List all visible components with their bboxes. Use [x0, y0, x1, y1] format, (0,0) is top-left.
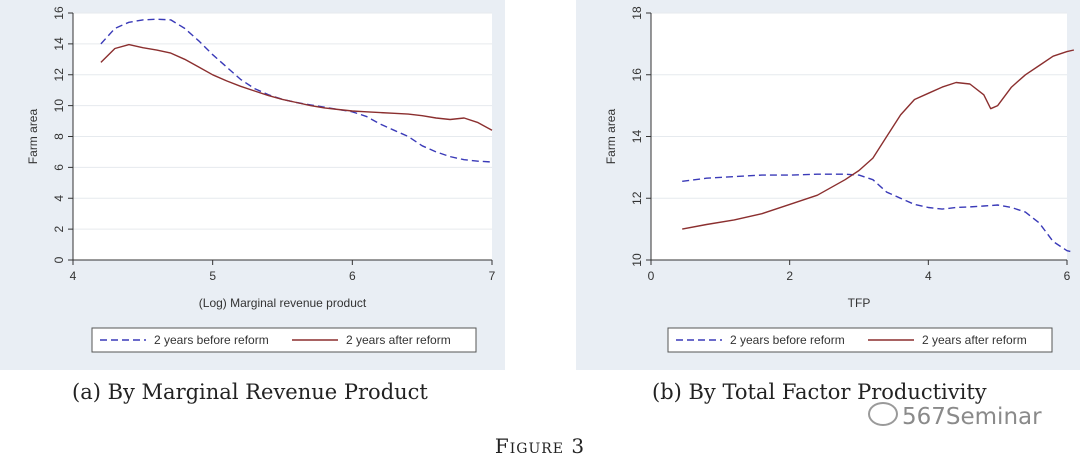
chart-b-ytick-label: 10: [630, 253, 644, 267]
chart-b-legend-label-1: 2 years before reform: [730, 333, 845, 347]
chart-b-ytick-label: 16: [630, 68, 644, 82]
chart-a-ytick-label: 6: [52, 164, 66, 171]
chart-a-xtick-label: 7: [489, 269, 496, 283]
chart-a-ytick-label: 12: [52, 68, 66, 82]
chart-b-xtick-label: 6: [1064, 269, 1071, 283]
chart-b-legend-box: [667, 327, 1053, 353]
chart-b-svg: 10 12 14 16 18 0 2 4 6 TFP Farm area 2 years before…: [604, 6, 1075, 353]
chart-a-ytick-label: 0: [52, 256, 66, 263]
chart-a-ytick-label: 8: [52, 133, 66, 140]
chart-a-ytick-label: 10: [52, 99, 66, 113]
watermark: 567Seminar: [868, 402, 1042, 430]
caption-a: (a) By Marginal Revenue Product: [72, 380, 428, 404]
chart-a-legend-box: [91, 327, 477, 353]
chart-b-ytick-label: 12: [630, 191, 644, 205]
chart-b-xtick-label: 0: [648, 269, 655, 283]
chart-a-ytick-label: 16: [52, 6, 66, 20]
chart-a-series-line-2: [100, 43, 493, 131]
chart-b-legend-label-2: 2 years after reform: [922, 333, 1027, 347]
chart-a-xtick-label: 6: [349, 269, 356, 283]
chart-a-xtick-label: 4: [70, 269, 77, 283]
chart-b-xtick-label: 4: [925, 269, 932, 283]
chart-a-svg: 0 2 4 6 8 10 12 14 16 4 5 6 7 (Log) Marginal revenue …: [26, 6, 496, 353]
chart-a-legend-label-2: 2 years after reform: [346, 333, 451, 347]
chart-a-legend-label-1: 2 years before reform: [154, 333, 269, 347]
chart-a-ytick-label: 4: [52, 195, 66, 202]
chart-panel-b: 10 12 14 16 18 0 2 4 6 TFP Farm area 2 years before…: [576, 0, 1080, 370]
chart-a-ytick-label: 14: [52, 37, 66, 51]
chart-b-ytick-label: 14: [630, 130, 644, 144]
chart-b-xlabel: TFP: [848, 296, 871, 310]
caption-b: (b) By Total Factor Productivity: [652, 380, 987, 404]
chart-b-series-line-1: [682, 173, 1075, 253]
chart-a-xlabel: (Log) Marginal revenue product: [199, 296, 367, 310]
chart-a-ytick-label: 2: [52, 225, 66, 232]
chart-b-series-line-2: [682, 49, 1075, 230]
chart-b-xtick-label: 2: [786, 269, 793, 283]
chart-b-ylabel: Farm area: [604, 109, 618, 165]
chart-b-ytick-label: 18: [630, 6, 644, 20]
chart-a-xtick-label: 5: [209, 269, 216, 283]
wechat-icon: [868, 402, 898, 426]
chart-panel-a: 0 2 4 6 8 10 12 14 16 4 5 6 7 (Log) Marginal revenue …: [0, 0, 505, 370]
chart-a-ylabel: Farm area: [26, 109, 40, 165]
figure-title: Figure 3: [494, 434, 586, 458]
watermark-text: 567Seminar: [902, 404, 1042, 430]
